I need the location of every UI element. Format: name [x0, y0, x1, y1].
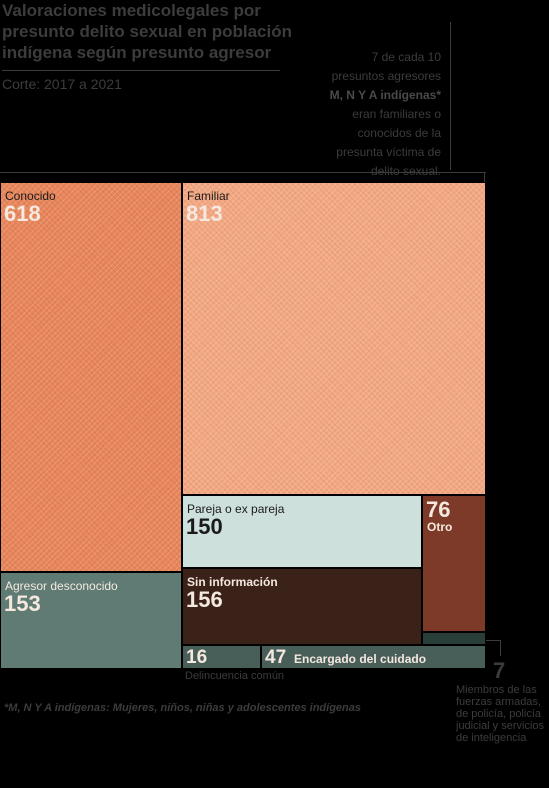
- treemap-frame-top: [0, 172, 486, 173]
- treemap-frame-tick: [484, 172, 485, 182]
- treemap-cell-sin-informacion[interactable]: Sin información 156: [182, 568, 422, 645]
- cell-value-pareja: 150: [186, 514, 223, 539]
- note-line-3: eran familiares o: [352, 107, 441, 121]
- title-divider: [2, 70, 280, 71]
- cell-value-encargado: 47: [265, 647, 287, 668]
- cell-value-sin-info: 156: [186, 587, 223, 612]
- treemap-cell-fuerzas[interactable]: [422, 632, 486, 645]
- cell-value-otro: 76: [426, 497, 451, 522]
- note-line-1: 7 de cada 10: [371, 50, 441, 64]
- treemap-cell-conocido[interactable]: Conocido 618: [0, 182, 182, 572]
- treemap-cell-encargado[interactable]: 47 Encargado del cuidado: [261, 645, 486, 669]
- note-bold-text: M, N Y A indígenas*: [329, 88, 441, 102]
- note-line-bold: M, N Y A indígenas*: [291, 86, 441, 105]
- annotation-note: 7 de cada 10 presuntos agresores M, N Y …: [291, 48, 441, 181]
- label-delincuencia-comun: Delincuencia común: [185, 670, 285, 682]
- chart-subtitle: Corte: 2017 a 2021: [2, 76, 122, 92]
- cell-value-desconocido: 153: [4, 591, 41, 616]
- note-divider: [450, 22, 451, 170]
- cell-label-familiar: Familiar: [187, 189, 230, 203]
- fuerzas-leader-v: [500, 640, 501, 656]
- chart-title: Valoraciones medicolegales por presunto …: [2, 1, 292, 62]
- fuerzas-label: Miembros de las fuerzas armadas, de poli…: [456, 684, 545, 744]
- treemap-cell-familiar[interactable]: Familiar 813: [182, 182, 486, 495]
- fuerzas-leader-h: [486, 640, 500, 641]
- treemap-cell-delincuencia-comun[interactable]: 16: [182, 645, 261, 669]
- note-line-5: presunta víctima de: [336, 145, 441, 159]
- cell-label-desconocido: Agresor desconocido: [5, 579, 118, 593]
- treemap-cell-pareja[interactable]: Pareja o ex pareja 150: [182, 495, 422, 568]
- note-line-2: presuntos agresores: [331, 69, 441, 83]
- cell-label-pareja: Pareja o ex pareja: [187, 502, 285, 516]
- cell-label-sin-info: Sin información: [187, 575, 278, 589]
- treemap-cell-agresor-desconocido[interactable]: Agresor desconocido 153: [0, 572, 182, 669]
- note-line-6: delito sexual.: [370, 164, 441, 178]
- cell-label-encargado: Encargado del cuidado: [294, 652, 427, 666]
- cell-value-delincuencia: 16: [186, 647, 208, 668]
- cell-label-conocido: Conocido: [5, 189, 56, 203]
- cell-label-otro: Otro: [427, 520, 453, 534]
- treemap-cell-otro[interactable]: 76 Otro: [422, 495, 486, 632]
- cell-value-conocido: 618: [4, 201, 41, 226]
- footnote: *M, N Y A indígenas: Mujeres, niños, niñ…: [4, 702, 361, 714]
- cell-value-familiar: 813: [186, 201, 223, 226]
- note-line-4: conocidos de la: [357, 126, 441, 140]
- fuerzas-value: 7: [493, 658, 506, 683]
